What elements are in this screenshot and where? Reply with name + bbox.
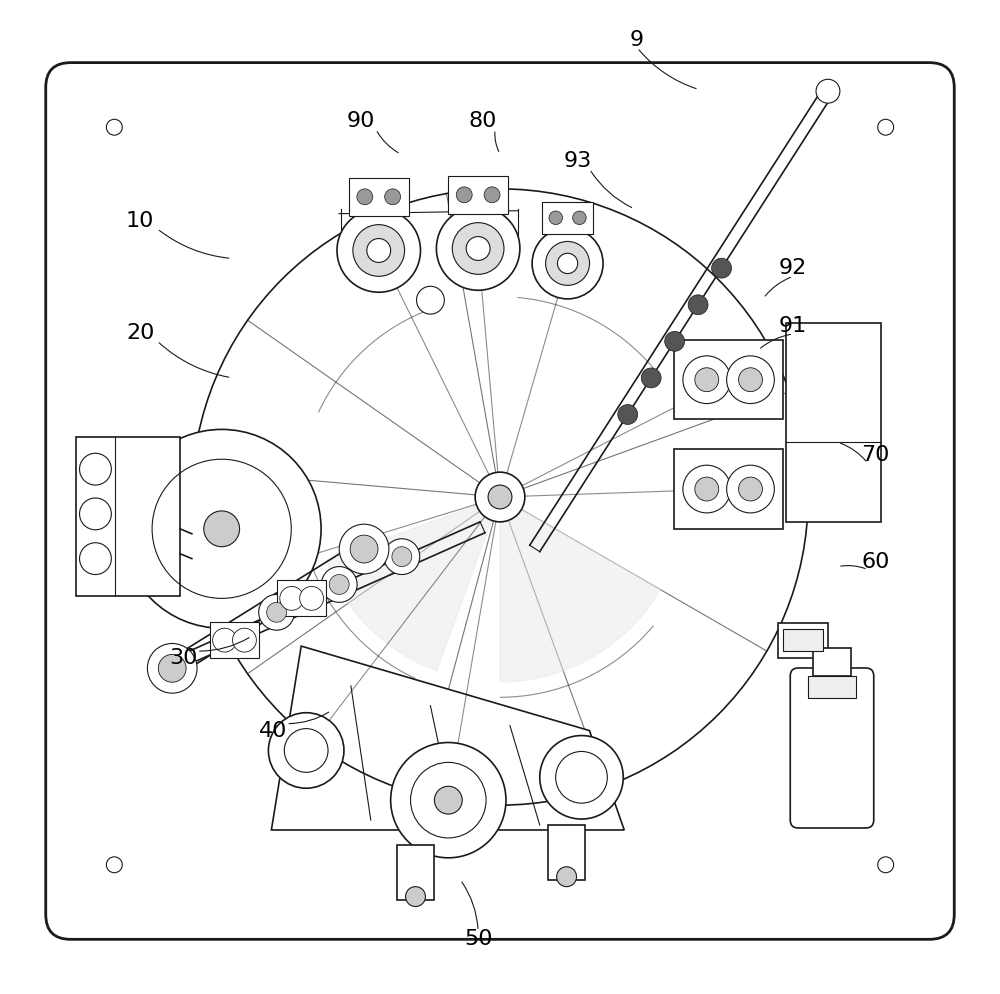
- Circle shape: [329, 575, 349, 594]
- Circle shape: [484, 187, 500, 203]
- Circle shape: [695, 477, 719, 501]
- Circle shape: [546, 242, 590, 285]
- FancyBboxPatch shape: [790, 668, 874, 828]
- Text: 30: 30: [170, 648, 198, 668]
- Circle shape: [540, 736, 623, 819]
- Circle shape: [337, 209, 420, 292]
- Polygon shape: [500, 497, 660, 682]
- Bar: [210, 622, 259, 658]
- Circle shape: [391, 743, 506, 858]
- Circle shape: [727, 356, 774, 404]
- Bar: [778, 623, 828, 658]
- Circle shape: [106, 857, 122, 873]
- Circle shape: [385, 189, 401, 205]
- Circle shape: [367, 239, 391, 262]
- Circle shape: [339, 524, 389, 574]
- Circle shape: [488, 485, 512, 509]
- Circle shape: [683, 465, 731, 513]
- Polygon shape: [162, 447, 180, 577]
- Circle shape: [452, 223, 504, 274]
- Circle shape: [456, 187, 472, 203]
- Circle shape: [353, 225, 405, 276]
- Circle shape: [532, 228, 603, 299]
- Circle shape: [695, 368, 719, 392]
- Circle shape: [147, 643, 197, 693]
- Bar: [548, 825, 585, 880]
- Text: 70: 70: [862, 445, 890, 465]
- Circle shape: [80, 498, 111, 530]
- Circle shape: [267, 602, 287, 622]
- Circle shape: [280, 586, 304, 610]
- Bar: [674, 340, 783, 419]
- Text: 60: 60: [862, 552, 890, 572]
- Bar: [786, 323, 881, 522]
- Circle shape: [878, 857, 894, 873]
- Circle shape: [204, 511, 240, 547]
- Circle shape: [665, 331, 685, 351]
- Circle shape: [557, 253, 578, 273]
- Circle shape: [213, 628, 236, 652]
- Circle shape: [436, 207, 520, 290]
- Circle shape: [321, 567, 357, 602]
- Circle shape: [573, 211, 586, 225]
- Circle shape: [434, 786, 462, 814]
- Circle shape: [683, 356, 731, 404]
- Circle shape: [475, 472, 525, 522]
- Bar: [76, 437, 180, 596]
- Circle shape: [300, 586, 324, 610]
- Circle shape: [122, 429, 321, 628]
- Circle shape: [357, 189, 373, 205]
- Circle shape: [641, 368, 661, 388]
- Circle shape: [739, 368, 762, 392]
- Text: 9: 9: [630, 30, 644, 50]
- Circle shape: [158, 654, 186, 682]
- Circle shape: [406, 887, 425, 907]
- Bar: [397, 845, 434, 900]
- Text: 91: 91: [779, 316, 807, 336]
- Bar: [813, 648, 851, 676]
- Text: 93: 93: [563, 151, 592, 171]
- Circle shape: [466, 237, 490, 260]
- Text: 80: 80: [469, 111, 497, 131]
- Polygon shape: [271, 646, 624, 830]
- Bar: [448, 176, 508, 214]
- Circle shape: [80, 453, 111, 485]
- Bar: [808, 676, 856, 698]
- Circle shape: [688, 295, 708, 315]
- Circle shape: [106, 119, 122, 135]
- Circle shape: [259, 594, 294, 630]
- Text: 40: 40: [259, 721, 288, 741]
- Circle shape: [618, 405, 638, 424]
- Bar: [277, 580, 326, 616]
- Circle shape: [557, 867, 577, 887]
- Bar: [674, 449, 783, 529]
- Circle shape: [727, 465, 774, 513]
- Text: 10: 10: [126, 211, 154, 231]
- Circle shape: [816, 80, 840, 103]
- Circle shape: [392, 547, 412, 567]
- Circle shape: [268, 713, 344, 788]
- Text: 92: 92: [779, 258, 807, 278]
- Bar: [542, 202, 593, 234]
- Circle shape: [233, 628, 256, 652]
- Bar: [783, 629, 823, 651]
- Text: 50: 50: [464, 929, 492, 949]
- Circle shape: [739, 477, 762, 501]
- Text: 90: 90: [347, 111, 375, 131]
- Circle shape: [417, 286, 444, 314]
- Circle shape: [712, 258, 732, 278]
- Circle shape: [384, 539, 420, 575]
- Circle shape: [350, 535, 378, 563]
- FancyBboxPatch shape: [46, 63, 954, 939]
- Polygon shape: [326, 497, 500, 671]
- Bar: [349, 178, 409, 216]
- Circle shape: [549, 211, 563, 225]
- Circle shape: [80, 543, 111, 575]
- Circle shape: [878, 119, 894, 135]
- Text: 20: 20: [126, 323, 154, 343]
